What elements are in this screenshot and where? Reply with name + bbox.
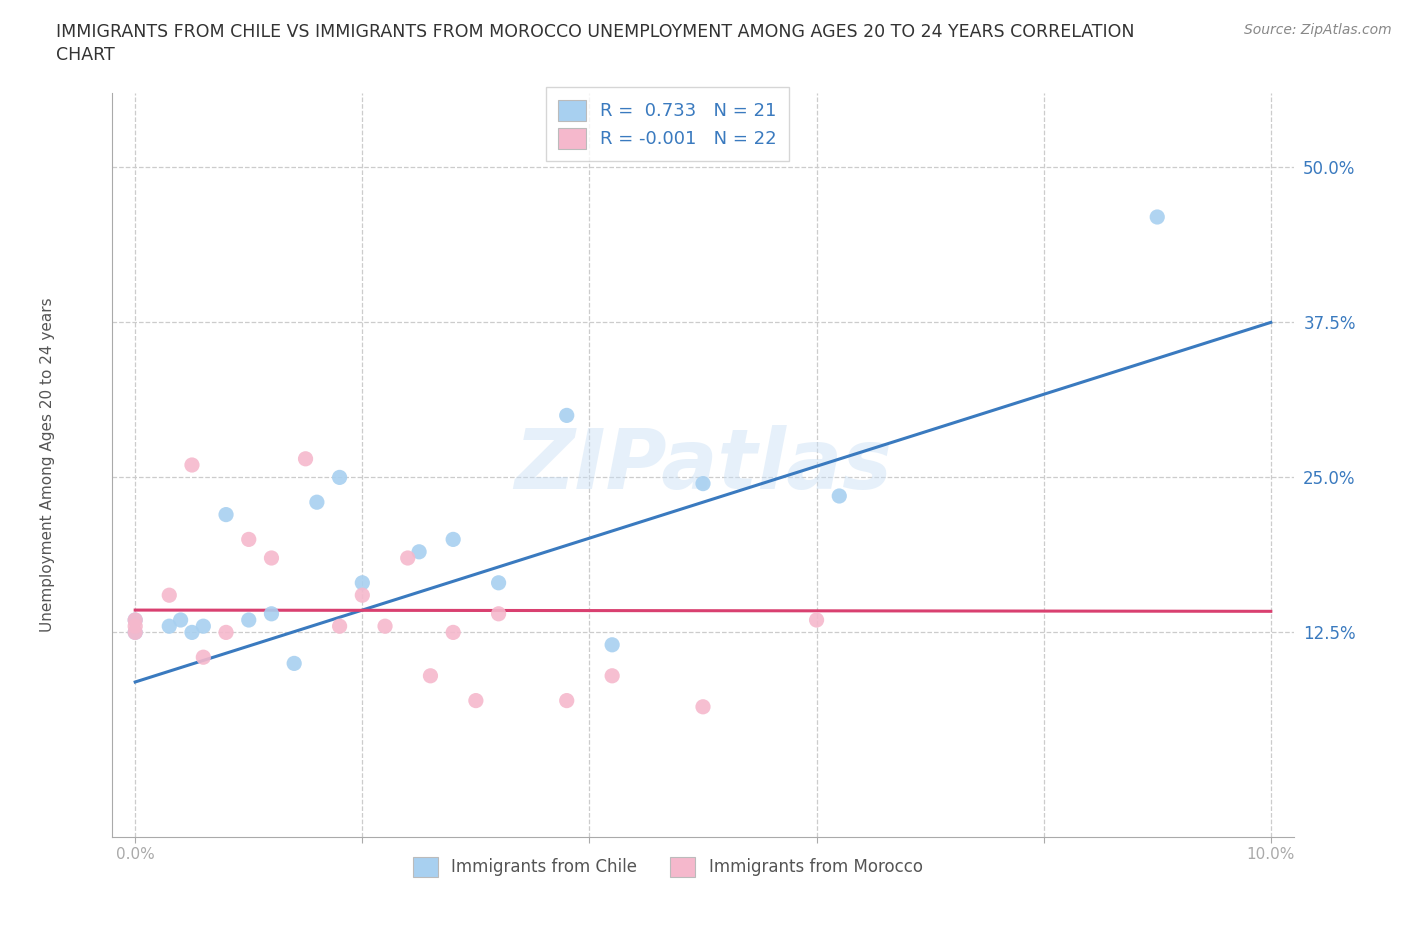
Point [215, 625, 238, 640]
Point [396, 551, 419, 565]
Point [181, 458, 204, 472]
Point [260, 551, 283, 565]
Point [329, 618, 352, 633]
Point [600, 637, 623, 652]
Legend: Immigrants from Chile, Immigrants from Morocco: Immigrants from Chile, Immigrants from M… [401, 845, 934, 888]
Text: ZIPatlas: ZIPatlas [515, 424, 891, 506]
Point [441, 625, 464, 640]
Point [464, 693, 486, 708]
Point [169, 613, 191, 628]
Point [294, 451, 316, 466]
Point [193, 618, 215, 633]
Point [488, 606, 510, 621]
Point [124, 618, 146, 633]
Text: IMMIGRANTS FROM CHILE VS IMMIGRANTS FROM MOROCCO UNEMPLOYMENT AMONG AGES 20 TO 2: IMMIGRANTS FROM CHILE VS IMMIGRANTS FROM… [56, 23, 1135, 41]
Point [828, 488, 851, 503]
Point [238, 613, 260, 628]
Point [408, 544, 430, 559]
Point [260, 606, 283, 621]
Point [555, 693, 578, 708]
Point [374, 618, 396, 633]
Point [124, 625, 146, 640]
Text: Unemployment Among Ages 20 to 24 years: Unemployment Among Ages 20 to 24 years [39, 298, 55, 632]
Point [124, 613, 146, 628]
Point [305, 495, 328, 510]
Point [352, 588, 374, 603]
Point [193, 650, 215, 665]
Point [600, 669, 623, 684]
Point [238, 532, 260, 547]
Point [124, 625, 146, 640]
Point [488, 576, 510, 591]
Point [555, 408, 578, 423]
Point [352, 576, 374, 591]
Point [1146, 209, 1168, 224]
Point [692, 699, 714, 714]
Point [215, 507, 238, 522]
Text: Source: ZipAtlas.com: Source: ZipAtlas.com [1244, 23, 1392, 37]
Point [124, 613, 146, 628]
Point [806, 613, 828, 628]
Point [157, 618, 180, 633]
Point [157, 588, 180, 603]
Point [692, 476, 714, 491]
Point [329, 470, 352, 485]
Point [283, 656, 305, 671]
Point [419, 669, 441, 684]
Point [441, 532, 464, 547]
Point [181, 625, 204, 640]
Text: CHART: CHART [56, 46, 115, 64]
